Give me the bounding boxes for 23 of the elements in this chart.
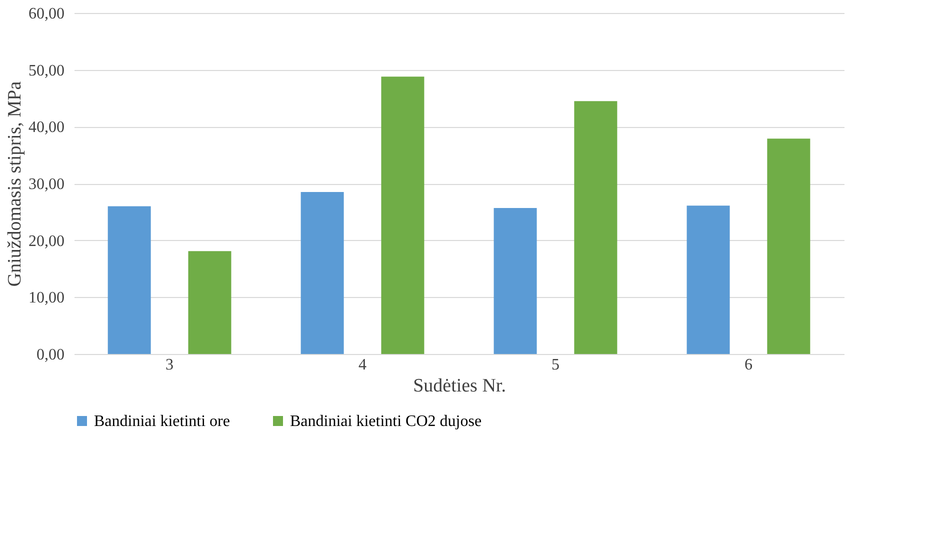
y-tick-label: 60,00 <box>28 6 64 22</box>
x-tick-label: 4 <box>358 356 367 374</box>
bar <box>108 206 151 354</box>
bar <box>494 208 537 354</box>
y-axis-title: Gniuždomasis stipris, MPa <box>4 80 26 287</box>
bar <box>381 76 424 354</box>
bar <box>574 101 618 354</box>
x-tick-label: 3 <box>166 356 174 374</box>
x-tick-label: 5 <box>551 356 560 374</box>
y-tick-label: 0,00 <box>36 346 64 364</box>
y-tick-label: 50,00 <box>28 62 64 80</box>
y-tick-label: 10,00 <box>28 290 64 307</box>
bar <box>300 192 344 354</box>
bar <box>686 206 730 354</box>
y-tick-label: 30,00 <box>28 176 64 193</box>
y-tick-label: 40,00 <box>28 119 64 136</box>
bar <box>188 251 232 354</box>
legend-label: Bandiniai kietinti ore <box>94 413 230 430</box>
legend-label: Bandiniai kietinti CO2 dujose <box>290 413 482 430</box>
y-tick-label: 20,00 <box>28 232 64 250</box>
x-tick-label: 6 <box>744 356 752 374</box>
bar <box>767 138 810 354</box>
x-axis-title: Sudėties Nr. <box>413 376 506 396</box>
